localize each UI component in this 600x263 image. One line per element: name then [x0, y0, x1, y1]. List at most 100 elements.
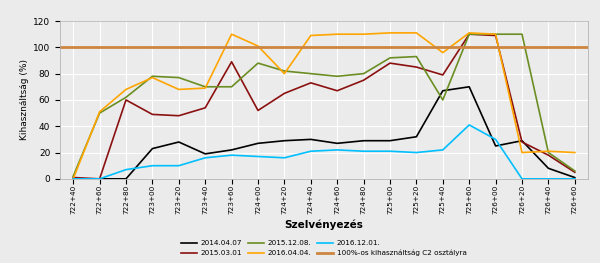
2015.03.01 [492, 34, 499, 37]
2015.12.08. [466, 33, 473, 36]
Line: 2015.12.08.: 2015.12.08. [73, 34, 575, 176]
2015.12.08. [545, 151, 552, 154]
2015.12.08. [254, 62, 262, 65]
2016.12.01. [307, 150, 314, 153]
2015.03.01 [70, 176, 77, 179]
2016.04.04. [122, 88, 130, 91]
2015.03.01 [360, 79, 367, 82]
2015.12.08. [413, 55, 420, 58]
2015.12.08. [518, 33, 526, 36]
2014.04.07 [202, 152, 209, 155]
2014.04.07 [466, 85, 473, 88]
Line: 2015.03.01: 2015.03.01 [73, 34, 575, 179]
2016.04.04. [149, 76, 156, 79]
2015.12.08. [571, 169, 578, 173]
2015.12.08. [307, 72, 314, 75]
2016.12.01. [70, 177, 77, 180]
2014.04.07 [386, 139, 394, 142]
2016.12.01. [175, 164, 182, 167]
2016.12.01. [571, 177, 578, 180]
2015.12.08. [386, 56, 394, 59]
2016.12.01. [545, 177, 552, 180]
2014.04.07 [492, 144, 499, 148]
2014.04.07 [149, 147, 156, 150]
2014.04.07 [228, 148, 235, 151]
2015.12.08. [149, 75, 156, 78]
100%-os kihasználtság C2 osztályra [70, 46, 77, 49]
Legend: 2014.04.07, 2015.03.01, 2015.12.08., 2016.04.04., 2016.12.01., 100%-os kihasznál: 2014.04.07, 2015.03.01, 2015.12.08., 201… [179, 237, 469, 259]
2015.12.08. [334, 75, 341, 78]
2016.12.01. [96, 177, 103, 180]
2016.04.04. [228, 33, 235, 36]
2016.12.01. [413, 151, 420, 154]
2015.12.08. [96, 112, 103, 115]
2015.03.01 [545, 154, 552, 157]
2016.12.01. [122, 168, 130, 171]
2015.03.01 [307, 81, 314, 84]
2014.04.07 [122, 177, 130, 180]
2016.12.01. [439, 148, 446, 151]
2015.12.08. [70, 175, 77, 178]
2015.03.01 [334, 89, 341, 92]
2015.03.01 [149, 113, 156, 116]
2016.04.04. [518, 151, 526, 154]
2014.04.07 [334, 142, 341, 145]
2016.12.01. [518, 177, 526, 180]
2015.03.01 [386, 62, 394, 65]
2014.04.07 [360, 139, 367, 142]
Text: Szelvényezés: Szelvényezés [284, 220, 364, 230]
2015.12.08. [281, 69, 288, 73]
2016.04.04. [386, 31, 394, 34]
2014.04.07 [254, 142, 262, 145]
2014.04.07 [571, 176, 578, 179]
2014.04.07 [439, 89, 446, 92]
Y-axis label: Kihasználtság (%): Kihasználtság (%) [20, 59, 29, 140]
2015.03.01 [281, 92, 288, 95]
2016.12.01. [334, 148, 341, 151]
2014.04.07 [70, 177, 77, 180]
2016.12.01. [492, 138, 499, 141]
2016.04.04. [175, 88, 182, 91]
2016.12.01. [281, 156, 288, 159]
2016.04.04. [334, 33, 341, 36]
2014.04.07 [307, 138, 314, 141]
2016.04.04. [492, 33, 499, 36]
2016.04.04. [70, 177, 77, 180]
2015.12.08. [228, 85, 235, 88]
2015.03.01 [571, 171, 578, 174]
2015.03.01 [228, 60, 235, 63]
2016.04.04. [281, 72, 288, 75]
2016.12.01. [386, 150, 394, 153]
2016.04.04. [466, 31, 473, 34]
2015.12.08. [202, 85, 209, 88]
2015.12.08. [122, 96, 130, 99]
2014.04.07 [413, 135, 420, 138]
2015.03.01 [175, 114, 182, 117]
2015.03.01 [466, 33, 473, 36]
2015.03.01 [254, 109, 262, 112]
2015.03.01 [202, 106, 209, 109]
Line: 2016.12.01.: 2016.12.01. [73, 125, 575, 179]
2015.03.01 [518, 140, 526, 144]
2016.04.04. [571, 151, 578, 154]
2015.12.08. [360, 72, 367, 75]
2016.04.04. [254, 44, 262, 48]
2015.03.01 [122, 98, 130, 102]
2015.12.08. [175, 76, 182, 79]
2016.12.01. [254, 155, 262, 158]
2016.04.04. [307, 34, 314, 37]
2014.04.07 [281, 139, 288, 142]
2016.12.01. [466, 123, 473, 127]
2014.04.07 [518, 139, 526, 142]
2015.03.01 [96, 177, 103, 180]
2016.12.01. [228, 154, 235, 157]
2016.12.01. [149, 164, 156, 167]
2016.12.01. [202, 156, 209, 159]
Line: 2016.04.04.: 2016.04.04. [73, 33, 575, 179]
2015.12.08. [492, 33, 499, 36]
Line: 2014.04.07: 2014.04.07 [73, 87, 575, 179]
2015.03.01 [413, 65, 420, 69]
100%-os kihasználtság C2 osztályra [96, 46, 103, 49]
2016.04.04. [439, 51, 446, 54]
2016.04.04. [202, 87, 209, 90]
